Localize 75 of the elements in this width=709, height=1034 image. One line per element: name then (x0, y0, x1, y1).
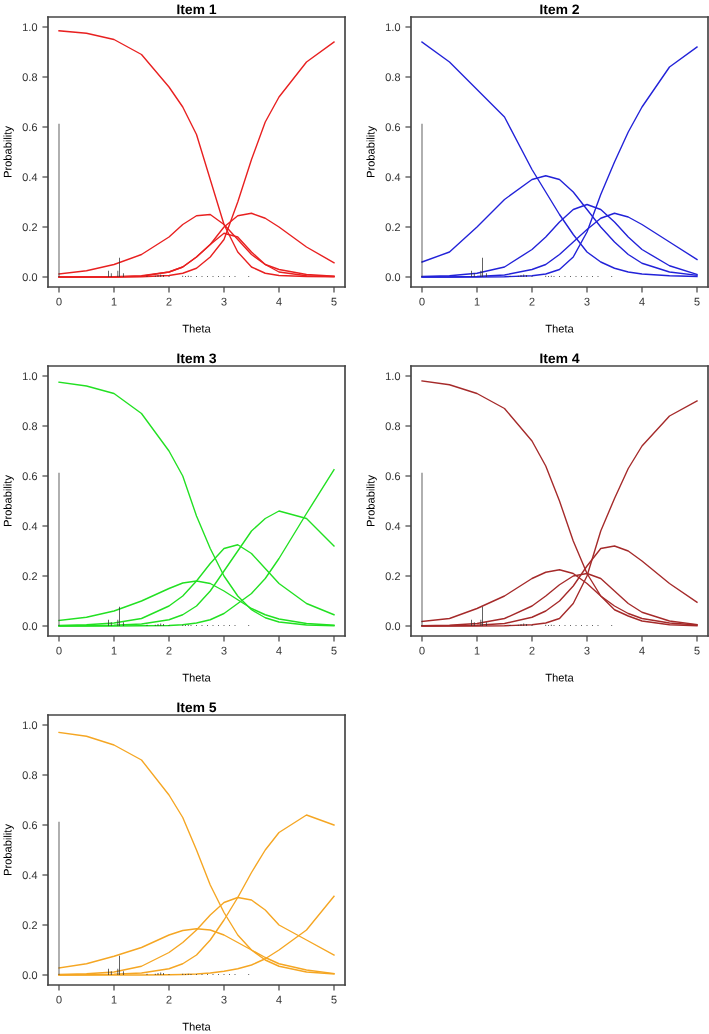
x-tick-label: 5 (331, 646, 337, 655)
x-axis-title: Theta (545, 324, 574, 333)
x-tick-label: 1 (111, 297, 117, 306)
x-tick-label: 5 (331, 995, 337, 1004)
chart-title: Item 1 (177, 4, 217, 15)
x-tick-label: 5 (331, 297, 337, 306)
y-tick-label: 0.8 (22, 422, 38, 431)
x-tick-label: 3 (584, 646, 590, 655)
y-tick-label: 1.0 (22, 372, 38, 381)
x-tick-label: 0 (56, 646, 62, 655)
y-tick-label: 0.4 (385, 173, 401, 182)
x-tick-label: 2 (529, 646, 535, 655)
x-tick-label: 0 (56, 995, 62, 1004)
y-tick-label: 0.2 (385, 223, 401, 232)
x-axis-title: Theta (182, 673, 211, 682)
y-tick-label: 0.4 (22, 871, 38, 880)
y-tick-label: 0.2 (22, 223, 38, 232)
y-tick-label: 0.2 (22, 572, 38, 581)
y-tick-label: 0.4 (385, 522, 401, 531)
y-tick-label: 1.0 (22, 23, 38, 32)
x-tick-label: 2 (529, 297, 535, 306)
y-axis-title: Probability (3, 126, 14, 178)
chart-title: Item 3 (177, 353, 217, 364)
y-tick-label: 0.6 (385, 123, 401, 132)
x-tick-label: 2 (166, 646, 172, 655)
y-tick-label: 0.0 (22, 971, 38, 980)
y-tick-label: 0.0 (22, 622, 38, 631)
y-tick-label: 0.6 (22, 821, 38, 830)
x-tick-label: 3 (584, 297, 590, 306)
chart-title: Item 2 (540, 4, 580, 15)
y-tick-label: 0.6 (22, 472, 38, 481)
y-tick-label: 0.4 (22, 173, 38, 182)
x-tick-label: 4 (639, 297, 645, 306)
y-tick-label: 0.0 (22, 273, 38, 282)
x-tick-label: 3 (221, 646, 227, 655)
x-tick-label: 0 (56, 297, 62, 306)
y-tick-label: 1.0 (22, 721, 38, 730)
y-axis-title: Probability (3, 475, 14, 527)
y-axis-title: Probability (366, 126, 377, 178)
y-tick-label: 0.8 (385, 422, 401, 431)
x-tick-label: 2 (166, 297, 172, 306)
y-axis-title: Probability (366, 475, 377, 527)
y-tick-label: 0.2 (22, 921, 38, 930)
y-tick-label: 0.8 (385, 73, 401, 82)
x-tick-label: 4 (276, 297, 282, 306)
y-tick-label: 0.4 (22, 522, 38, 531)
x-tick-label: 0 (419, 297, 425, 306)
y-tick-label: 0.0 (385, 273, 401, 282)
x-axis-title: Theta (182, 324, 211, 333)
x-tick-label: 3 (221, 995, 227, 1004)
x-tick-label: 1 (474, 297, 480, 306)
y-tick-label: 0.8 (22, 771, 38, 780)
x-tick-label: 5 (694, 646, 700, 655)
y-axis-title: Probability (3, 824, 14, 876)
x-tick-label: 3 (221, 297, 227, 306)
x-tick-label: 5 (694, 297, 700, 306)
x-tick-label: 4 (276, 646, 282, 655)
y-tick-label: 0.0 (385, 622, 401, 631)
x-tick-label: 1 (111, 995, 117, 1004)
y-tick-label: 0.8 (22, 73, 38, 82)
x-tick-label: 1 (111, 646, 117, 655)
x-axis-title: Theta (182, 1022, 211, 1031)
chart-title: Item 4 (540, 353, 580, 364)
x-axis-title: Theta (545, 673, 574, 682)
chart-title: Item 5 (177, 702, 217, 713)
y-tick-label: 0.2 (385, 572, 401, 581)
x-tick-label: 1 (474, 646, 480, 655)
y-tick-label: 1.0 (385, 23, 401, 32)
x-tick-label: 2 (166, 995, 172, 1004)
x-tick-label: 4 (639, 646, 645, 655)
y-tick-label: 0.6 (385, 472, 401, 481)
y-tick-label: 0.6 (22, 123, 38, 132)
x-tick-label: 0 (419, 646, 425, 655)
y-tick-label: 1.0 (385, 372, 401, 381)
x-tick-label: 4 (276, 995, 282, 1004)
